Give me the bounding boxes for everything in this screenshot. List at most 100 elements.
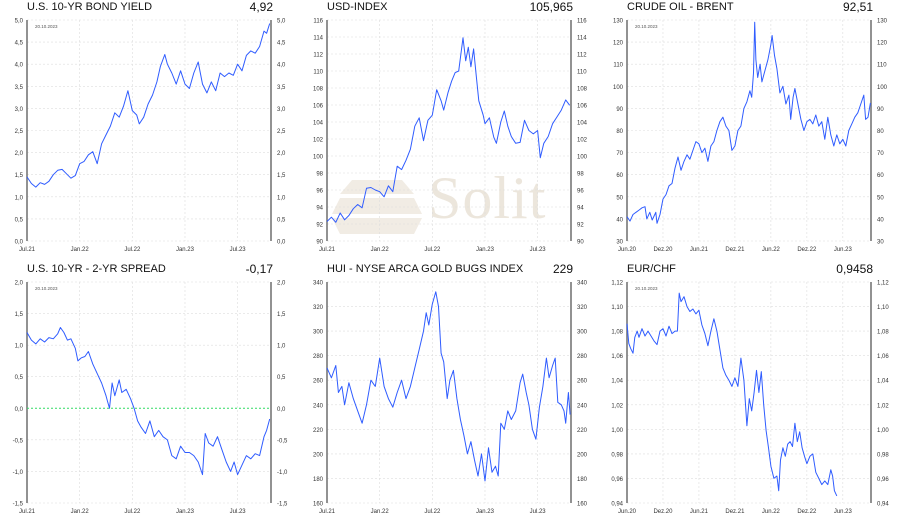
chart-svg: 160 160 180 180 200 200 220 220 240 240 260 260 280 2…	[313, 281, 588, 516]
date-stamp: 20.10.2023	[35, 24, 58, 29]
y-tick-label-left: 180	[313, 477, 324, 483]
y-tick-label-left: 0,5	[15, 375, 24, 381]
y-tick-label-right: 100	[877, 85, 888, 91]
y-tick-label-left: 110	[613, 63, 623, 69]
chart-svg: -1,5 -1,5 -1,0 -1,0 -0,5 -0,5 0,0 0,0 0,5 0,5 1,0 1…	[13, 281, 288, 516]
y-tick-label-left: 0,96	[611, 477, 623, 483]
y-tick-label-right: 0,5	[277, 217, 286, 223]
y-tick-label-left: 4,5	[15, 41, 24, 47]
x-tick-label: Dez.20	[653, 509, 673, 515]
y-tick-label-left: 1,12	[611, 281, 623, 287]
x-tick-label: Jul.22	[124, 247, 141, 253]
chart-last-value: 229	[552, 262, 573, 276]
y-tick-label-left: 1,10	[611, 305, 623, 311]
y-tick-label-right: 112	[577, 53, 587, 59]
chart-panel: EUR/CHF 0,9458 0,94 0,94 0,96 0,96 0,98 0,98 1,0…	[600, 262, 900, 524]
y-tick-label-right: 0,0	[277, 407, 286, 413]
y-tick-label-right: 240	[577, 403, 588, 409]
x-tick-label: Jun.21	[690, 247, 709, 253]
date-stamp: 20.10.2023	[635, 24, 658, 29]
y-tick-label-right: 0,5	[277, 375, 286, 381]
x-tick-label: Jun.22	[762, 509, 781, 515]
y-tick-label-left: 1,04	[611, 379, 623, 385]
x-tick-label: Jan.23	[476, 247, 495, 253]
y-tick-label-left: 110	[313, 70, 323, 76]
y-tick-label-right: 1,0	[277, 344, 286, 350]
y-tick-label-right: 1,5	[277, 173, 286, 179]
chart-title: HUI - NYSE ARCA GOLD BUGS INDEX	[327, 263, 524, 275]
x-tick-label: Dez.20	[653, 247, 673, 253]
chart-last-value: 92,51	[842, 0, 873, 14]
x-tick-label: Jan.23	[176, 247, 195, 253]
y-tick-label-left: 1,5	[15, 173, 24, 179]
y-tick-label-left: 300	[313, 330, 324, 336]
chart-panel: U.S. 10-YR - 2-YR SPREAD -0,17 -1,5 -1,5 -1,…	[0, 262, 300, 524]
x-tick-label: Jul.22	[124, 509, 141, 515]
y-tick-label-right: 120	[877, 41, 888, 47]
y-tick-label-right: 110	[577, 70, 587, 76]
y-tick-label-left: 200	[313, 452, 324, 458]
chart-panel: HUI - NYSE ARCA GOLD BUGS INDEX 229 160 160…	[300, 262, 600, 524]
y-tick-label-left: 0,0	[15, 407, 24, 413]
chart-title: CRUDE OIL - BRENT	[627, 1, 734, 13]
y-tick-label-right: 108	[577, 87, 588, 93]
x-tick-label: Jul.21	[319, 509, 336, 515]
x-tick-label: Jul.23	[530, 509, 547, 515]
y-tick-label-left: 120	[613, 41, 624, 47]
y-tick-label-left: 1,00	[611, 428, 623, 434]
chart-title: U.S. 10-YR BOND YIELD	[27, 1, 153, 13]
y-tick-label-right: 1,12	[877, 281, 889, 287]
y-tick-label-left: 220	[313, 428, 324, 434]
y-tick-label-right: 94	[577, 206, 584, 212]
chart-last-value: 0,9458	[836, 262, 873, 276]
y-tick-label-right: 110	[877, 63, 887, 69]
x-tick-label: Dez.21	[725, 509, 745, 515]
y-tick-label-right: 100	[577, 155, 588, 161]
y-tick-label-left: 108	[313, 87, 324, 93]
x-tick-label: Jan.22	[371, 509, 390, 515]
y-tick-label-right: 200	[577, 452, 588, 458]
y-tick-label-left: 2,0	[15, 281, 24, 287]
y-tick-label-right: 4,0	[277, 63, 286, 69]
y-tick-label-left: 340	[313, 281, 324, 287]
x-tick-label: Jan.22	[371, 247, 390, 253]
y-tick-label-right: 280	[577, 354, 588, 360]
chart-svg: 0,0 0,0 0,5 0,5 1,0 1,0 1,5 1,5 2,0 2,0 2,5 2,5 3,0 3…	[15, 19, 286, 254]
x-tick-label: Dez.22	[797, 247, 817, 253]
y-tick-label-left: 1,0	[15, 344, 24, 350]
y-tick-label-right: 1,08	[877, 330, 889, 336]
y-tick-label-left: 280	[313, 354, 324, 360]
chart-svg: 90 90 92 92 94 94 96 96 98 98 100 100 102 102 104 104 10…	[313, 19, 588, 254]
y-tick-label-left: 1,08	[611, 330, 623, 336]
y-tick-label-right: 0,98	[877, 452, 889, 458]
y-tick-label-left: 92	[316, 223, 323, 229]
y-tick-label-right: 3,5	[277, 85, 286, 91]
x-tick-label: Jul.21	[19, 509, 36, 515]
y-tick-label-right: 340	[577, 281, 588, 287]
chart-panel: USD-INDEX 105,965 90 90 92 92 94 94 96 96 98 98 100 1…	[300, 0, 600, 262]
y-tick-label-right: 98	[577, 172, 584, 178]
y-tick-label-right: 300	[577, 330, 588, 336]
x-tick-label: Jun.20	[618, 509, 637, 515]
y-tick-label-right: 0,94	[877, 502, 889, 508]
y-tick-label-left: 60	[616, 173, 623, 179]
y-tick-label-left: 1,02	[611, 403, 623, 409]
series-line	[26, 327, 271, 476]
y-tick-label-right: 104	[577, 121, 588, 127]
y-tick-label-left: 0,5	[15, 217, 24, 223]
chart-svg: 0,94 0,94 0,96 0,96 0,98 0,98 1,00 1,00 1,02 1,02…	[611, 281, 889, 516]
y-tick-label-right: 2,0	[277, 151, 286, 157]
y-tick-label-left: 30	[616, 240, 623, 246]
x-tick-label: Jul.21	[19, 247, 36, 253]
series-line	[326, 37, 571, 223]
y-tick-label-left: 160	[313, 502, 324, 508]
y-tick-label-right: 40	[877, 217, 884, 223]
y-tick-label-left: 96	[316, 189, 323, 195]
y-tick-label-right: 60	[877, 173, 884, 179]
x-tick-label: Jul.23	[530, 247, 547, 253]
x-tick-label: Jan.22	[71, 247, 90, 253]
y-tick-label-right: 130	[877, 19, 888, 25]
y-tick-label-right: 4,5	[277, 41, 286, 47]
y-tick-label-right: -1,5	[277, 502, 288, 508]
y-tick-label-right: 80	[877, 129, 884, 135]
